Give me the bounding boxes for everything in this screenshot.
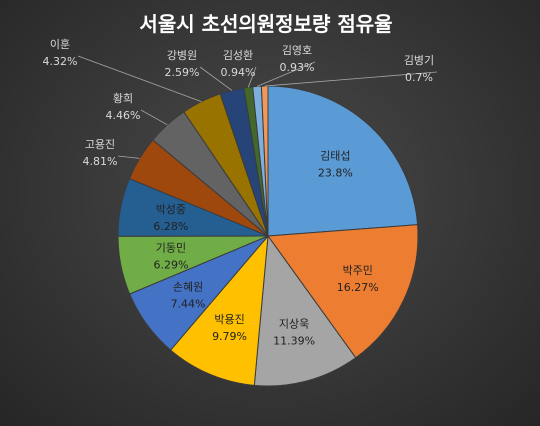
slice-name-label: 황희 — [113, 92, 133, 105]
slice-value-label: 6.28% — [153, 220, 188, 233]
slice-value-label: 4.81% — [83, 155, 118, 168]
slice-value-label: 4.32% — [43, 55, 78, 68]
leader-line-8 — [117, 155, 140, 159]
leader-line-9 — [140, 109, 168, 126]
slice-name-label: 강병원 — [167, 49, 197, 62]
slice-value-label: 2.59% — [165, 66, 200, 79]
slice-name-label: 이훈 — [50, 38, 70, 51]
slice-value-label: 23.8% — [318, 166, 353, 179]
slice-value-label: 9.79% — [212, 330, 247, 343]
leader-line-12 — [247, 66, 257, 88]
slice-value-label: 4.46% — [106, 109, 141, 122]
slice-value-label: 16.27% — [337, 281, 379, 294]
slice-value-label: 0.7% — [405, 71, 433, 84]
slice-name-label: 손혜원 — [173, 280, 203, 293]
slice-name-label: 박성중 — [156, 203, 186, 216]
slice-name-label: 김영호 — [282, 44, 312, 57]
pie-slice-2 — [267, 224, 419, 359]
slice-value-label: 6.29% — [153, 259, 188, 272]
pie-slice-4 — [169, 234, 269, 386]
slice-value-label: 0.94% — [221, 66, 256, 79]
slice-value-label: 11.39% — [273, 335, 315, 348]
leader-line-11 — [199, 66, 233, 91]
slice-name-label: 기동민 — [156, 242, 186, 255]
slice-name-label: 박용진 — [214, 313, 244, 326]
slice-name-label: 지상욱 — [279, 318, 309, 331]
slice-name-label: 고용진 — [85, 138, 115, 151]
slice-name-label: 김태섭 — [320, 149, 350, 162]
chart-title: 서울시 초선의원정보량 점유율 — [139, 12, 392, 36]
slice-name-label: 박주민 — [343, 264, 373, 277]
leader-line-10 — [77, 55, 202, 102]
slice-labels: 김태섭 23.8% 박주민 16.27% 지상욱 11.39% 박용진 9.79% 손혜원 7.4… — [43, 38, 435, 348]
leader-line-13 — [256, 61, 316, 87]
slice-value-label: 7.44% — [171, 297, 206, 310]
slice-name-label: 김병기 — [404, 54, 434, 67]
slice-value-label: 0.93% — [280, 61, 315, 74]
slice-name-label: 김성환 — [223, 49, 253, 62]
leader-lines — [77, 55, 438, 159]
pie-slice-3 — [253, 234, 357, 387]
pie-slices — [117, 85, 419, 387]
leader-line-14 — [264, 71, 438, 87]
pie-slice-1 — [267, 85, 419, 237]
